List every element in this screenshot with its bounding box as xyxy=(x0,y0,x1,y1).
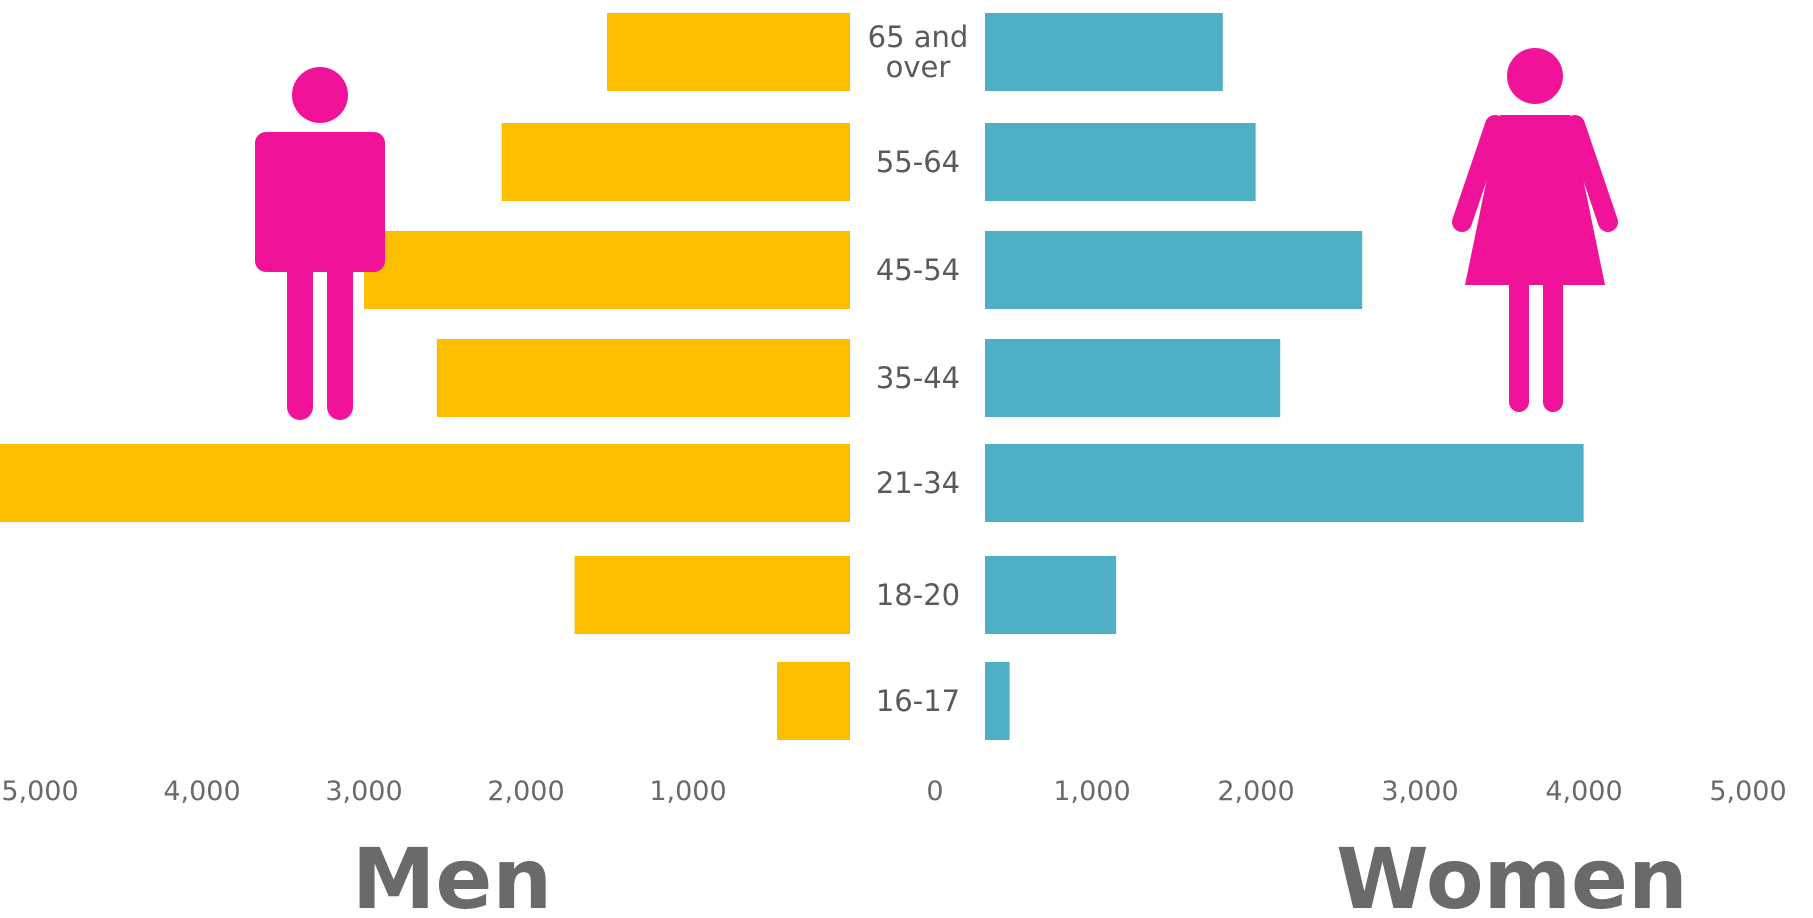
women-bar-35-44 xyxy=(985,339,1281,417)
age-group-label: 35-44 xyxy=(876,361,960,395)
x-tick-label-right: 5,000 xyxy=(1709,776,1786,807)
x-tick-label-left: 4,000 xyxy=(163,776,240,807)
women-bar-65-and-over xyxy=(985,13,1223,91)
men-title: Men xyxy=(352,830,552,918)
women-bar-18-20 xyxy=(985,556,1117,634)
men-bar-65-and-over xyxy=(607,13,850,91)
women-bar-21-34 xyxy=(985,444,1584,522)
age-group-label: 21-34 xyxy=(876,466,960,500)
age-group-label: 18-20 xyxy=(876,578,960,612)
x-tick-label-left: 1,000 xyxy=(649,776,726,807)
women-bar-55-64 xyxy=(985,123,1256,201)
women-bar-16-17 xyxy=(985,662,1010,740)
x-axis-ticks: 5,000 4,000 3,000 2,000 1,000 0 1,000 2,000 3,00… xyxy=(1,776,1786,807)
x-tick-label-left: 3,000 xyxy=(325,776,402,807)
age-group-label: 55-64 xyxy=(876,145,960,179)
x-tick-label-right: 1,000 xyxy=(1053,776,1130,807)
men-bar-16-17 xyxy=(777,662,850,740)
x-tick-label-left: 5,000 xyxy=(1,776,78,807)
age-group-label: 65 and over xyxy=(868,20,969,84)
woman-icon xyxy=(1452,48,1618,412)
women-bar-45-54 xyxy=(985,231,1363,309)
men-bar-55-64 xyxy=(501,123,850,201)
men-bar-21-34 xyxy=(0,444,851,522)
women-title: Women xyxy=(1336,830,1688,918)
x-tick-label-left: 0 xyxy=(926,776,943,807)
x-tick-label-left: 2,000 xyxy=(487,776,564,807)
x-tick-label-right: 4,000 xyxy=(1545,776,1622,807)
women-bars xyxy=(985,13,1584,740)
man-icon xyxy=(255,67,385,420)
x-tick-label-right: 3,000 xyxy=(1381,776,1458,807)
age-group-label: 16-17 xyxy=(876,684,960,718)
x-tick-label-right: 2,000 xyxy=(1217,776,1294,807)
men-bar-35-44 xyxy=(436,339,850,417)
men-bars xyxy=(0,13,851,740)
men-bar-18-20 xyxy=(574,556,850,634)
age-group-labels: 65 and over 55-64 45-54 35-44 21-34 18-20 16-17 xyxy=(868,20,969,718)
men-bar-45-54 xyxy=(364,231,850,309)
age-group-label: 45-54 xyxy=(876,253,960,287)
